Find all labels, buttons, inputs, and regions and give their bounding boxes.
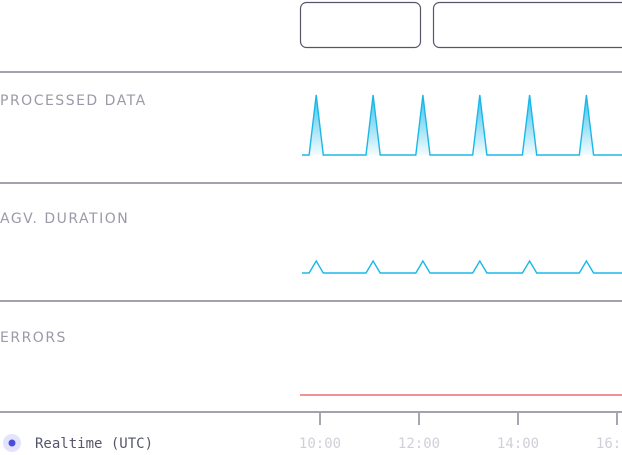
time-label: 10:00 bbox=[299, 436, 341, 452]
time-label: 14:00 bbox=[497, 436, 539, 452]
panel-label: ERRORS bbox=[0, 330, 67, 346]
selector-button[interactable] bbox=[432, 1, 622, 49]
sparkline bbox=[302, 94, 622, 156]
sparkline-area bbox=[302, 95, 622, 155]
sparkline bbox=[302, 259, 622, 274]
selector-button[interactable] bbox=[299, 1, 422, 49]
realtime-icon-dot bbox=[8, 439, 16, 447]
time-label: 16:00 bbox=[596, 436, 622, 452]
time-label: 12:00 bbox=[398, 436, 440, 452]
panel-label: PROCESSED DATA bbox=[0, 93, 147, 109]
panel-label: AGV. DURATION bbox=[0, 211, 129, 227]
timezone-label: Realtime (UTC) bbox=[35, 436, 153, 452]
